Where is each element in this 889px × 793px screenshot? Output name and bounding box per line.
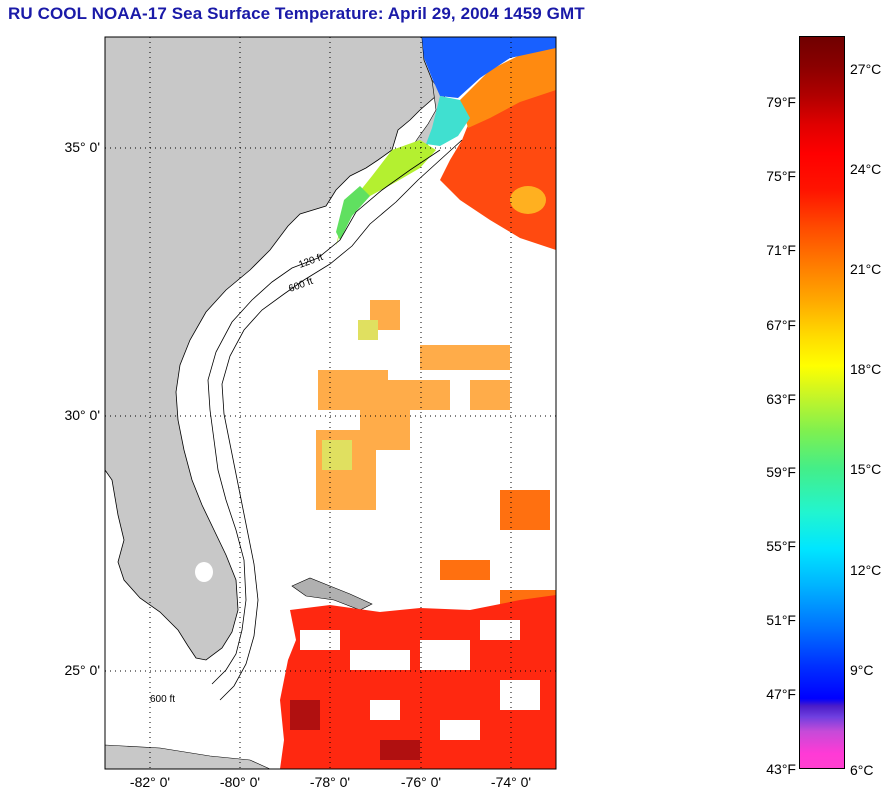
map-border [104,36,557,770]
sst-south-dark [290,700,420,760]
colorbar-c-27: 27°C [850,61,882,77]
colorbar-c-9: 9°C [850,662,874,678]
colorbar-f-43: 43°F [766,761,796,777]
colorbar-f-55: 55°F [766,538,796,554]
lake-okeechobee [195,562,213,582]
isobath-600ft [219,139,463,701]
sst-mid-patches-green [322,320,378,470]
lon-label-74: -74° 0' [490,774,532,790]
isobath-label-600-south: 600 ft [150,694,175,705]
lon-label-80: -80° 0' [219,774,261,790]
colorbar-c-21: 21°C [850,261,882,277]
lon-label-82: -82° 0' [129,774,171,790]
colorbar-f-47: 47°F [766,686,796,702]
lat-label-35: 35° 0' [64,139,100,155]
colorbar-f-63: 63°F [766,391,796,407]
colorbar-f-75: 75°F [766,168,796,184]
sst-gulfstream-north [460,45,556,128]
temperature-colorbar [799,36,845,769]
colorbar-f-67: 67°F [766,317,796,333]
colorbar-c-18: 18°C [850,361,882,377]
colorbar-c-12: 12°C [850,562,882,578]
colorbar-f-51: 51°F [766,612,796,628]
sst-cold-shelf [422,37,556,98]
colorbar-c-15: 15°C [850,461,882,477]
map-title: RU COOL NOAA-17 Sea Surface Temperature:… [8,4,585,23]
colorbar-f-59: 59°F [766,464,796,480]
sst-shelf-green [336,186,370,240]
land-mainland [104,36,437,661]
land-bahamas-north [291,577,373,611]
sst-south-gaps [300,620,540,740]
colorbar-f-71: 71°F [766,242,796,258]
sst-mid-shelf [336,140,436,246]
lon-label-78: -78° 0' [309,774,351,790]
isobath-120ft [207,149,441,685]
colorbar-c-6: 6°C [850,762,874,778]
sst-eddy [510,186,546,214]
colorbar-c-24: 24°C [850,161,882,177]
colorbar-f-79: 79°F [766,94,796,110]
lat-label-25: 25° 0' [64,662,100,678]
lon-label-76: -76° 0' [400,774,442,790]
lat-label-30: 30° 0' [64,407,100,423]
sst-cool-shelf [426,96,470,146]
graticule [105,37,556,769]
